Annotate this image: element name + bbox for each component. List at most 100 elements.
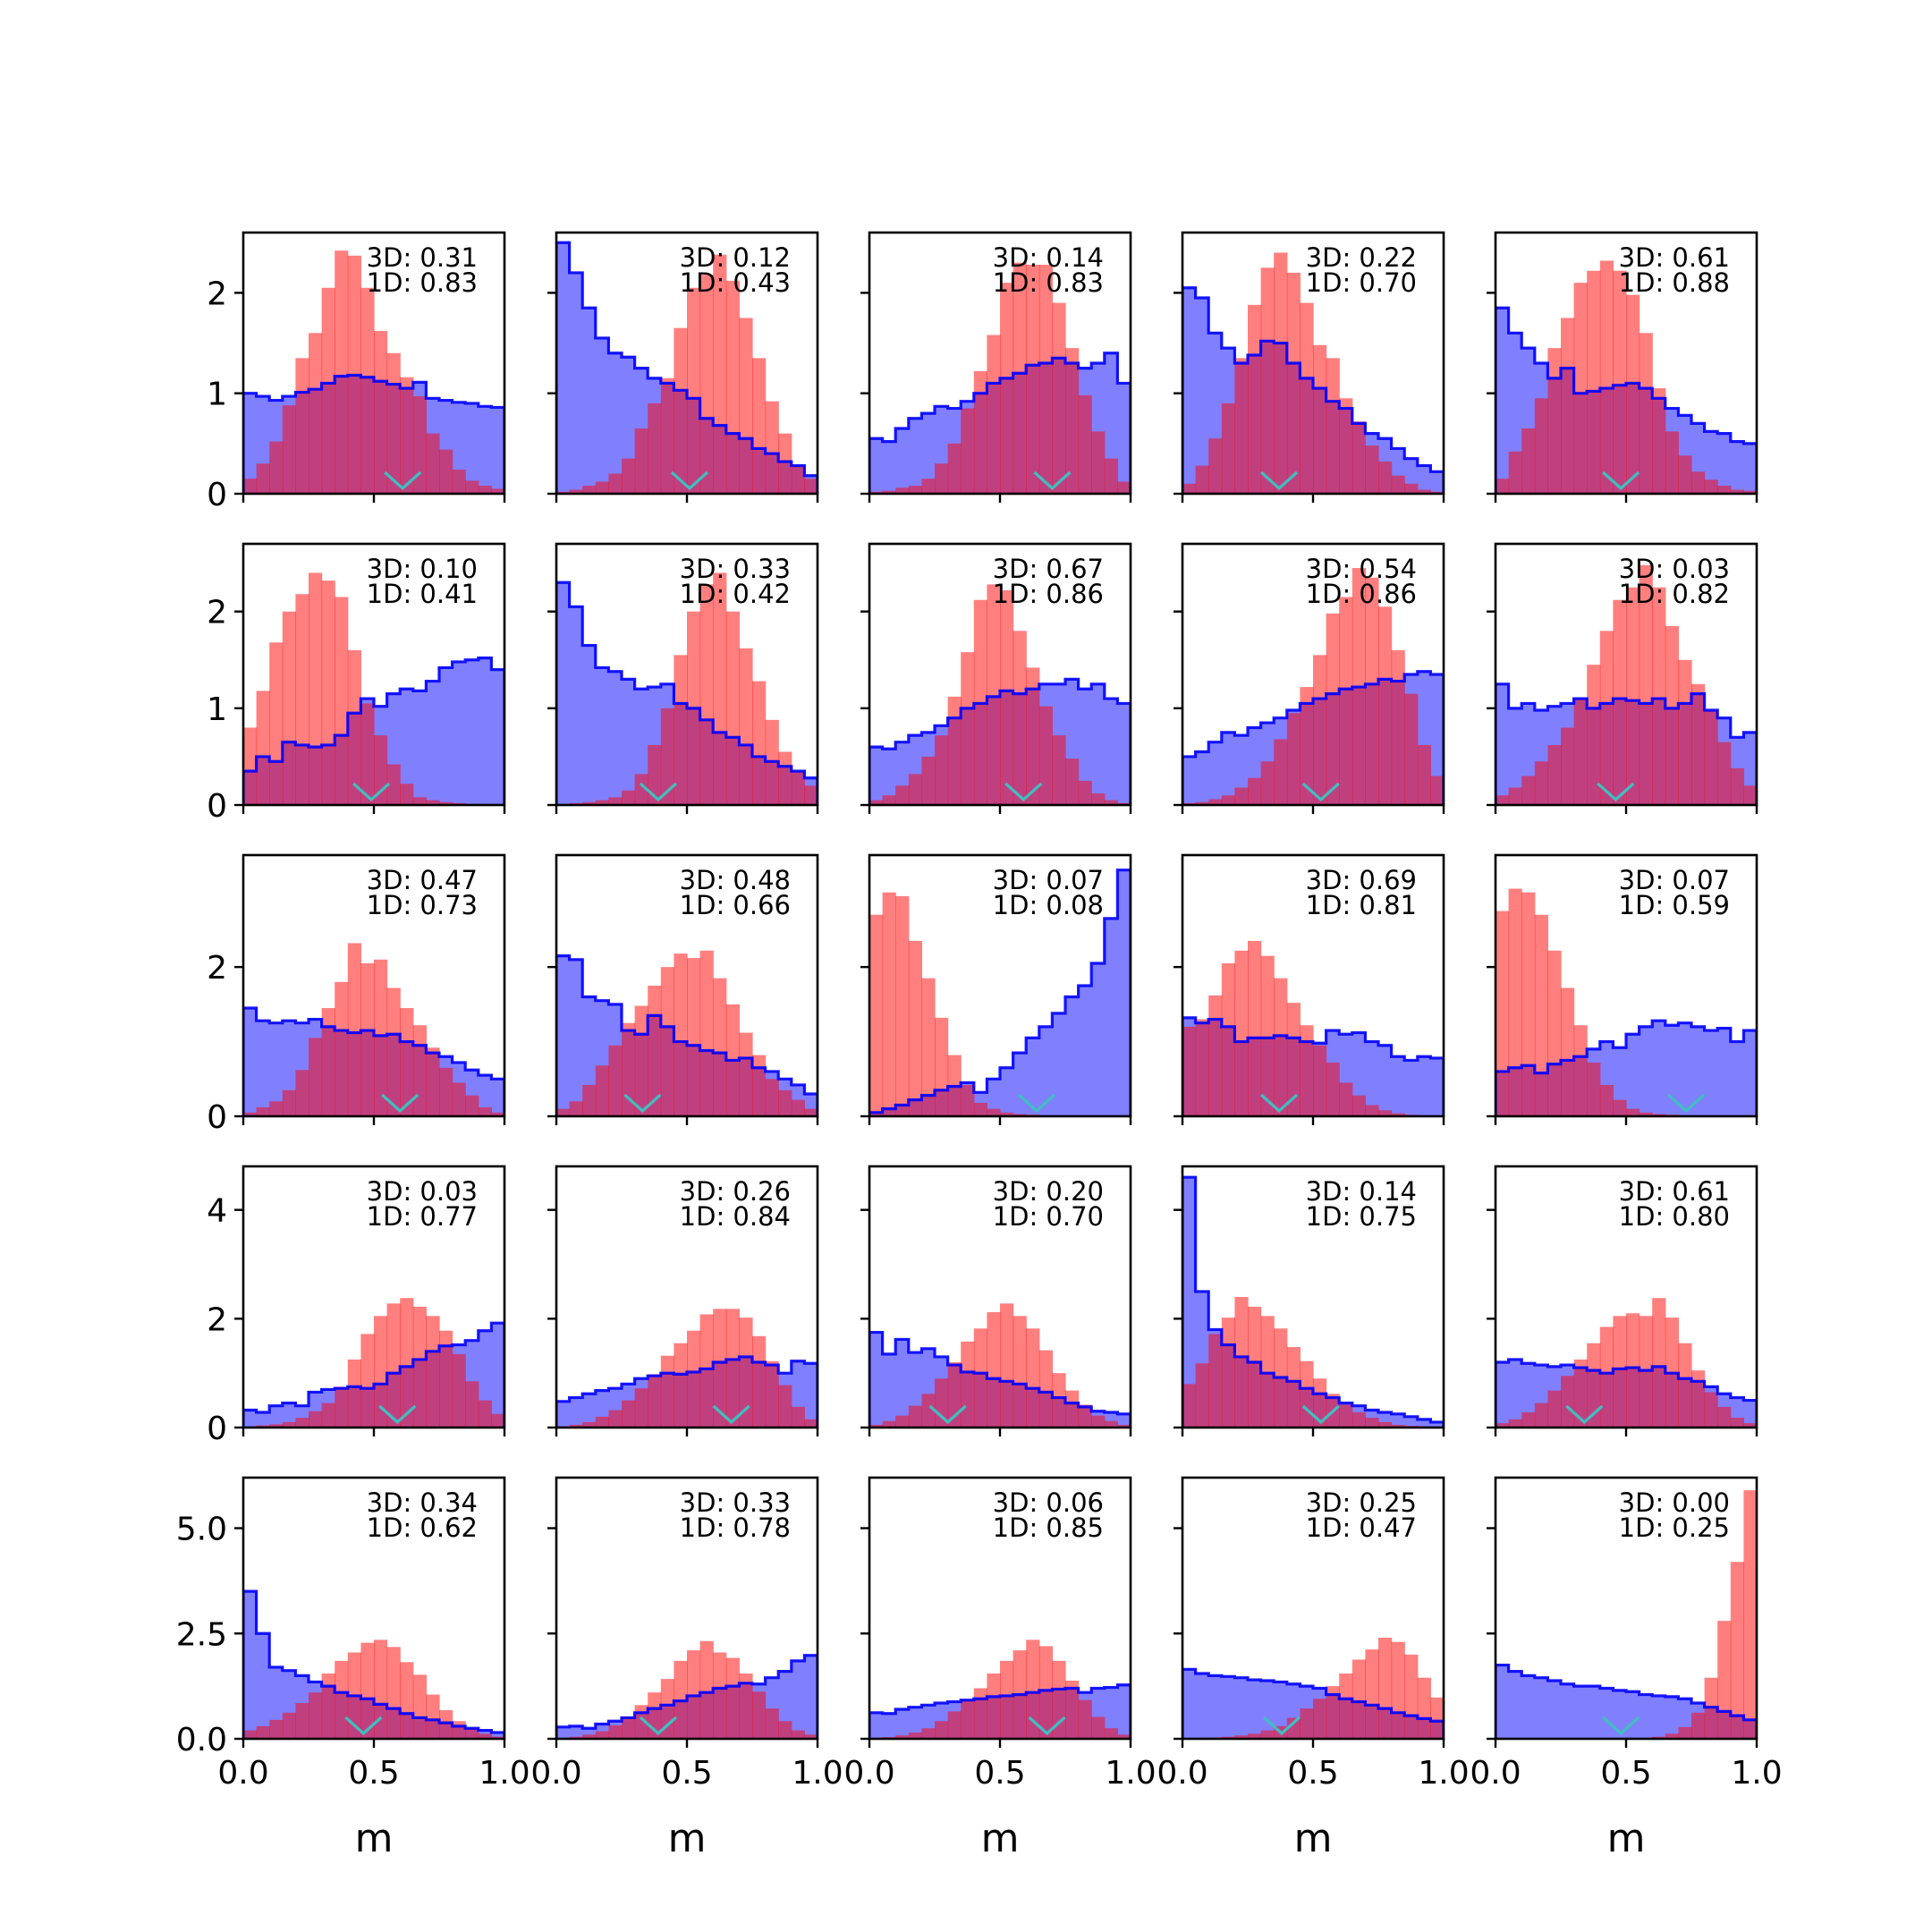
red-bar (1326, 1062, 1340, 1116)
red-bar (1352, 1411, 1366, 1428)
red-bar (1339, 1404, 1353, 1428)
blue-bar (1117, 383, 1131, 494)
panel-bars (1496, 564, 1757, 805)
red-bar (1326, 613, 1340, 805)
blue-bar (908, 418, 922, 494)
annotation-line: 3D: 0.14 (993, 242, 1104, 273)
red-bar (309, 572, 323, 805)
red-bar (1339, 1674, 1353, 1739)
panel-bars (243, 250, 504, 494)
marker-v (1301, 1404, 1340, 1425)
red-bar (478, 1106, 492, 1116)
blue-bar (869, 747, 884, 805)
blue-step-line (869, 677, 1131, 805)
blue-bar (895, 1339, 910, 1428)
red-bar (1717, 741, 1732, 805)
red-bar (765, 401, 779, 494)
blue-bar (1182, 287, 1197, 494)
red-bar (1052, 735, 1066, 805)
red-bar (935, 1017, 949, 1116)
red-bar (1026, 1640, 1040, 1739)
red-bar (1038, 706, 1053, 805)
red-bar (309, 333, 323, 494)
blue-bar (1417, 1056, 1431, 1116)
red-bar (699, 1314, 714, 1428)
red-bar (752, 1055, 767, 1116)
blue-bar (1208, 741, 1223, 805)
blue-bar (269, 1022, 284, 1116)
annotation-line: 1D: 0.83 (367, 267, 478, 298)
red-bar (804, 1419, 818, 1428)
red-bar (687, 958, 701, 1116)
y-tick-label: 0 (207, 1411, 227, 1447)
red-bar (347, 649, 361, 805)
blue-bar (569, 606, 583, 805)
red-bar (243, 1112, 258, 1116)
red-bar (713, 572, 727, 805)
blue-bar (1195, 1674, 1209, 1739)
x-tick-label: 0.0 (1470, 1755, 1521, 1792)
red-bar (386, 1303, 401, 1428)
red-bar (752, 358, 767, 494)
red-bar (778, 751, 792, 805)
red-bar (282, 1089, 296, 1116)
red-bar (556, 1108, 571, 1116)
red-bar (804, 1734, 818, 1739)
blue-bar (804, 1655, 818, 1739)
blue-bar (1182, 1177, 1197, 1428)
red-bar (595, 800, 609, 805)
red-bar (1000, 283, 1014, 494)
red-bar (1195, 1363, 1209, 1428)
red-bar (1613, 1099, 1627, 1116)
blue-bar (556, 242, 571, 494)
red-bar (1652, 388, 1666, 494)
red-bar (1626, 1313, 1640, 1428)
annotation-line: 1D: 0.70 (993, 1201, 1104, 1232)
red-bar (725, 280, 740, 494)
red-bar (1065, 1390, 1080, 1428)
red-bar (1286, 713, 1301, 805)
marker-v (1602, 1716, 1640, 1736)
red-bar (1182, 1384, 1197, 1428)
red-bar (1378, 462, 1393, 494)
red-bar (1561, 987, 1575, 1116)
annotation-line: 3D: 0.48 (680, 865, 791, 895)
red-bar (1248, 304, 1262, 494)
red-bar (1678, 659, 1692, 805)
red-bar (1182, 483, 1197, 494)
red-bar (1599, 631, 1614, 805)
red-bar (386, 1647, 401, 1739)
red-bar (295, 1418, 309, 1428)
red-bar (895, 1735, 910, 1739)
red-bar (1286, 1346, 1301, 1428)
blue-step-line (556, 1654, 818, 1739)
annotation-line: 3D: 0.26 (680, 1176, 791, 1207)
red-bar (1052, 1373, 1066, 1428)
red-bar (400, 377, 414, 494)
red-bar (1221, 1318, 1235, 1428)
blue-bar (1730, 441, 1744, 494)
red-bar (778, 433, 792, 494)
y-tick-label: 2 (207, 275, 227, 312)
blue-bar (556, 582, 571, 805)
red-bar (360, 1334, 375, 1428)
red-bar (426, 800, 440, 805)
blue-bar (1496, 308, 1510, 494)
red-bar (452, 1353, 466, 1428)
panel-bars (1496, 260, 1757, 494)
blue-bar (1234, 1677, 1249, 1739)
red-bar (1717, 1621, 1732, 1739)
blue-bar (465, 402, 479, 494)
blue-bar (1078, 986, 1092, 1116)
annotation-line: 3D: 0.61 (1619, 242, 1730, 273)
red-bar (961, 1699, 975, 1739)
red-bar (1248, 777, 1262, 805)
red-bar (1352, 1095, 1366, 1116)
blue-step-line (1496, 306, 1757, 494)
blue-bar (1221, 732, 1235, 805)
red-bar (1248, 940, 1262, 1116)
